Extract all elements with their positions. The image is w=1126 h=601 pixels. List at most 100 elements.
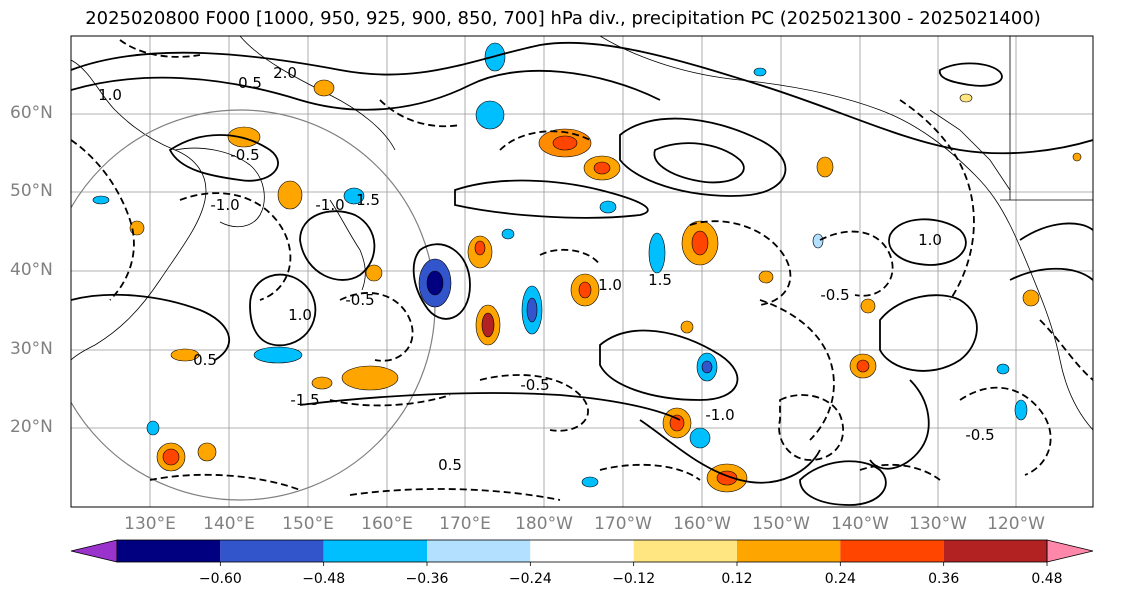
precip-anomaly-area (701, 360, 713, 374)
positive-divergence-contour (168, 134, 279, 182)
positive-divergence-contour (71, 293, 231, 361)
longitude-label: 150°E (282, 514, 334, 534)
contour-label: -0.5 (230, 146, 259, 164)
precip-anomaly-area (996, 363, 1010, 375)
positive-divergence-contour (299, 210, 376, 281)
latitude-label: 30°N (10, 339, 53, 359)
colorbar-segment (427, 540, 531, 562)
negative-divergence-contour (179, 192, 292, 301)
positive-divergence-contour (879, 294, 978, 372)
contour-label: -0.5 (820, 286, 849, 304)
positive-divergence-contour (619, 117, 787, 197)
colorbar-tick-label: −0.36 (405, 571, 449, 587)
colorbar-tick-label: 0.12 (721, 571, 753, 587)
contour-label: 1.0 (288, 306, 312, 324)
positive-divergence-contour (799, 460, 887, 506)
precip-anomaly-area (481, 312, 495, 338)
precip-anomaly-area (162, 448, 180, 466)
contour-label: 0.5 (438, 456, 462, 474)
precip-anomaly-area (277, 180, 303, 210)
precip-anomaly-area (856, 359, 870, 373)
precip-anomaly-area (812, 233, 824, 249)
colorbar-segment (117, 540, 221, 562)
map-plot-area: 1.0 0.5 -0.5 -1.0 1.5 2.0 -0.5 1.0 -0.5 -1.0 0.5 -1… (71, 36, 1093, 507)
precip-anomaly-area (92, 195, 110, 205)
contour-label: -1.0 (705, 406, 734, 424)
latitude-label: 50°N (10, 181, 53, 201)
colorbar-extend-high (1046, 539, 1094, 563)
contour-label: 2.0 (273, 64, 297, 82)
precip-anomaly-area (253, 346, 303, 364)
negative-divergence-contour (689, 220, 792, 306)
precipitation-shading (92, 42, 1082, 493)
precip-anomaly-area (197, 442, 217, 462)
colorbar-segment (530, 540, 634, 562)
positive-divergence-contour (299, 392, 681, 421)
coastlines (71, 36, 1093, 431)
contour-label: -1.0 (210, 196, 239, 214)
positive-divergence-contour (71, 69, 661, 111)
contour-labels: 1.0 0.5 -0.5 -1.0 1.5 2.0 -0.5 1.0 -0.5 -1.0 0.5 -1… (98, 64, 995, 474)
longitude-label: 150°W (752, 514, 810, 534)
colorbar-segment (323, 540, 427, 562)
precip-anomaly-area (341, 365, 399, 391)
divergence-contours-negative (71, 39, 1093, 501)
precip-anomaly-area (426, 270, 444, 296)
colorbar-tick-label: −0.48 (302, 571, 346, 587)
precip-anomaly-area (758, 270, 774, 284)
precip-anomaly-area (313, 79, 335, 97)
colorbar (70, 539, 1094, 566)
negative-divergence-contour (339, 292, 414, 362)
precip-anomaly-area (599, 200, 617, 214)
positive-divergence-contour (1019, 222, 1093, 241)
contour-label: 1.0 (598, 276, 622, 294)
precip-anomaly-area (1014, 399, 1028, 421)
negative-divergence-contour (778, 394, 845, 461)
precip-anomaly-area (343, 187, 365, 205)
colorbar-segment (633, 540, 737, 562)
negative-divergence-contour (71, 139, 135, 301)
precip-anomaly-area (474, 240, 486, 256)
positive-divergence-contour (653, 142, 745, 184)
negative-divergence-contour (379, 99, 461, 128)
precip-anomaly-area (526, 297, 538, 323)
precip-anomaly-area (1022, 289, 1040, 307)
map-frame (70, 35, 1094, 508)
map-gridlines (71, 36, 1093, 507)
longitude-label: 180°W (515, 514, 573, 534)
contour-label: 0.5 (238, 74, 262, 92)
contour-label: -1.5 (290, 391, 319, 409)
contour-label: 1.5 (356, 191, 380, 209)
longitude-label: 170°E (439, 514, 491, 534)
negative-divergence-contour (859, 463, 941, 481)
longitude-label: 160°W (673, 514, 731, 534)
negative-divergence-contour (119, 39, 201, 58)
contour-label: 1.0 (98, 86, 122, 104)
longitude-label: 130°W (909, 514, 967, 534)
positive-divergence-contour (412, 243, 471, 320)
colorbar-tick-label: −0.12 (612, 571, 656, 587)
negative-divergence-contour (479, 374, 589, 432)
precip-anomaly-area (146, 420, 160, 436)
contour-label: -0.5 (520, 376, 549, 394)
colorbar-tick-label: 0.48 (1031, 571, 1063, 587)
contour-label: 1.5 (648, 271, 672, 289)
precip-anomaly-area (860, 298, 876, 314)
positive-divergence-contour (599, 329, 739, 401)
precip-anomaly-area (227, 126, 261, 148)
precip-anomaly-area (959, 93, 973, 103)
colorbar-segment (737, 540, 841, 562)
contour-label: 0.5 (193, 351, 217, 369)
positive-divergence-contour (639, 419, 821, 484)
precip-anomaly-area (552, 135, 578, 151)
precip-anomaly-area (648, 232, 666, 274)
precip-anomaly-area (129, 220, 145, 236)
negative-divergence-contour (499, 130, 591, 151)
colorbar-segment (220, 540, 324, 562)
longitude-label: 170°W (594, 514, 652, 534)
precip-anomaly-area (753, 67, 767, 77)
divergence-contours-positive (71, 41, 1093, 506)
contour-label: -0.5 (345, 291, 374, 309)
precip-anomaly-area (689, 427, 711, 449)
latitude-label: 20°N (10, 417, 53, 437)
